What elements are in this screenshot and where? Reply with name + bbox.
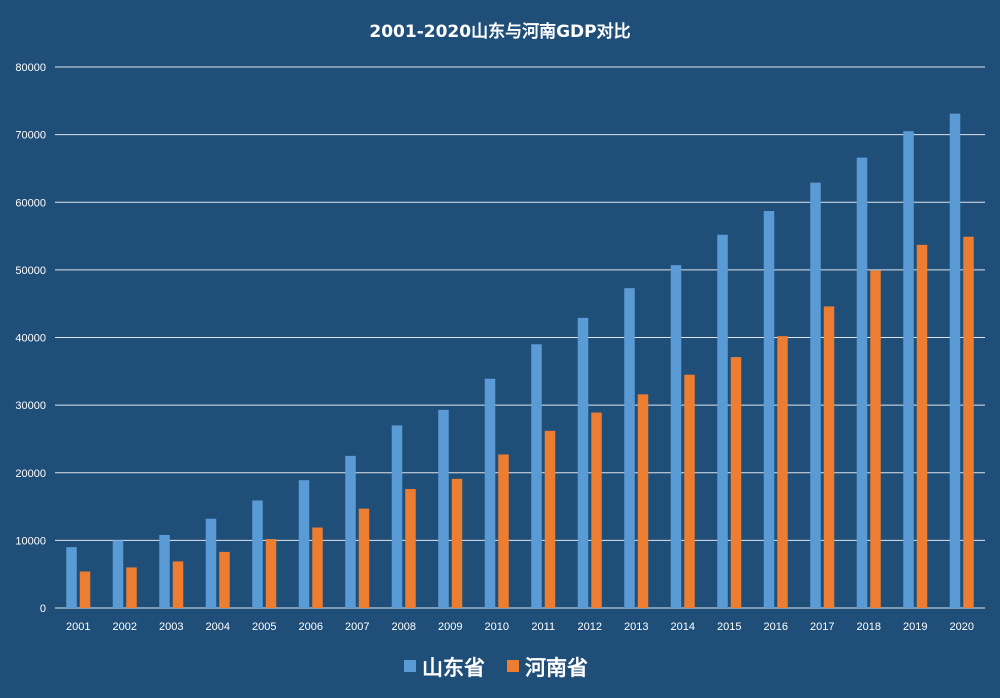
bar-shandong-2008	[391, 425, 403, 608]
bar-henan-2020	[963, 236, 974, 608]
bar-shandong-2007	[345, 455, 356, 608]
x-axis-tick-labels: 2001 2002 2003 2004 2005 2006 2007 2008 2009 2010…	[66, 621, 974, 633]
x-tick-label: 2002	[113, 621, 137, 633]
x-tick-label: 2003	[159, 621, 183, 633]
y-tick-label: 40000	[15, 333, 46, 345]
x-tick-label: 2008	[392, 621, 416, 633]
bar-shandong-2011	[531, 344, 542, 608]
x-tick-label: 2013	[624, 621, 648, 633]
y-tick-label: 20000	[15, 468, 46, 480]
y-axis-tick-labels: 0 10000 20000 30000 40000 50000 60000 70000 8000…	[15, 62, 46, 615]
x-tick-label: 2009	[438, 621, 462, 633]
bar-shandong-2020	[949, 113, 961, 608]
bar-shandong-2003	[159, 534, 170, 608]
legend-label-henan: 河南省	[525, 656, 588, 680]
bar-henan-2008	[405, 488, 416, 608]
gridlines	[55, 66, 985, 609]
x-tick-label: 2015	[717, 621, 741, 633]
bar-shandong-2004	[205, 518, 217, 608]
bar-shandong-2014	[670, 265, 682, 608]
bar-shandong-2018	[856, 157, 868, 608]
y-tick-label: 50000	[15, 265, 46, 277]
bar-henan-2016	[777, 336, 788, 608]
legend-swatch-henan	[507, 660, 519, 672]
x-tick-label: 2012	[578, 621, 602, 633]
chart-title: 2001-2020山东与河南GDP对比	[369, 21, 630, 42]
bar-henan-2018	[870, 270, 881, 608]
bar-henan-2009	[451, 478, 463, 608]
x-tick-label: 2017	[810, 621, 834, 633]
bar-shandong-2010	[484, 378, 496, 608]
bar-henan-2001	[79, 571, 91, 608]
x-tick-label: 2014	[671, 621, 695, 633]
y-tick-label: 10000	[15, 535, 46, 547]
y-tick-label: 60000	[15, 197, 46, 209]
bar-shandong-2005	[252, 500, 263, 608]
y-tick-label: 0	[40, 603, 46, 615]
bar-shandong-2015	[717, 234, 728, 608]
bar-shandong-2001	[66, 547, 77, 608]
x-tick-label: 2005	[252, 621, 276, 633]
bar-henan-2003	[172, 561, 184, 608]
y-tick-label: 80000	[15, 62, 46, 74]
x-tick-label: 2016	[764, 621, 788, 633]
bar-shandong-2009	[438, 409, 449, 608]
bar-henan-2007	[358, 508, 370, 608]
x-tick-label: 2020	[950, 621, 974, 633]
bar-henan-2005	[265, 539, 277, 608]
bars	[66, 113, 974, 609]
bar-henan-2002	[126, 567, 137, 608]
x-tick-label: 2001	[66, 621, 90, 633]
legend: 山东省 河南省	[404, 656, 588, 680]
x-tick-label: 2019	[903, 621, 927, 633]
bar-shandong-2019	[903, 131, 914, 608]
bar-henan-2011	[544, 430, 556, 608]
x-tick-label: 2006	[299, 621, 323, 633]
bar-shandong-2012	[577, 317, 589, 608]
legend-label-shandong: 山东省	[422, 656, 485, 680]
y-tick-label: 70000	[15, 130, 46, 142]
bar-shandong-2017	[810, 182, 821, 609]
bar-henan-2014	[684, 374, 695, 608]
bar-henan-2006	[312, 527, 323, 608]
bar-shandong-2016	[763, 211, 775, 608]
bar-henan-2010	[498, 454, 509, 608]
legend-swatch-shandong	[404, 660, 416, 672]
bar-henan-2013	[637, 394, 649, 608]
bar-henan-2019	[916, 244, 928, 608]
x-tick-label: 2011	[531, 621, 555, 633]
x-tick-label: 2007	[345, 621, 369, 633]
x-tick-label: 2004	[206, 621, 230, 633]
bar-shandong-2013	[624, 288, 635, 608]
bar-henan-2012	[591, 412, 602, 608]
x-tick-label: 2018	[857, 621, 881, 633]
x-tick-label: 2010	[485, 621, 509, 633]
y-tick-label: 30000	[15, 400, 46, 412]
bar-henan-2017	[823, 306, 835, 608]
bar-henan-2004	[219, 551, 230, 608]
bar-henan-2015	[730, 357, 742, 608]
bar-shandong-2002	[112, 540, 124, 608]
bar-shandong-2006	[298, 480, 310, 608]
